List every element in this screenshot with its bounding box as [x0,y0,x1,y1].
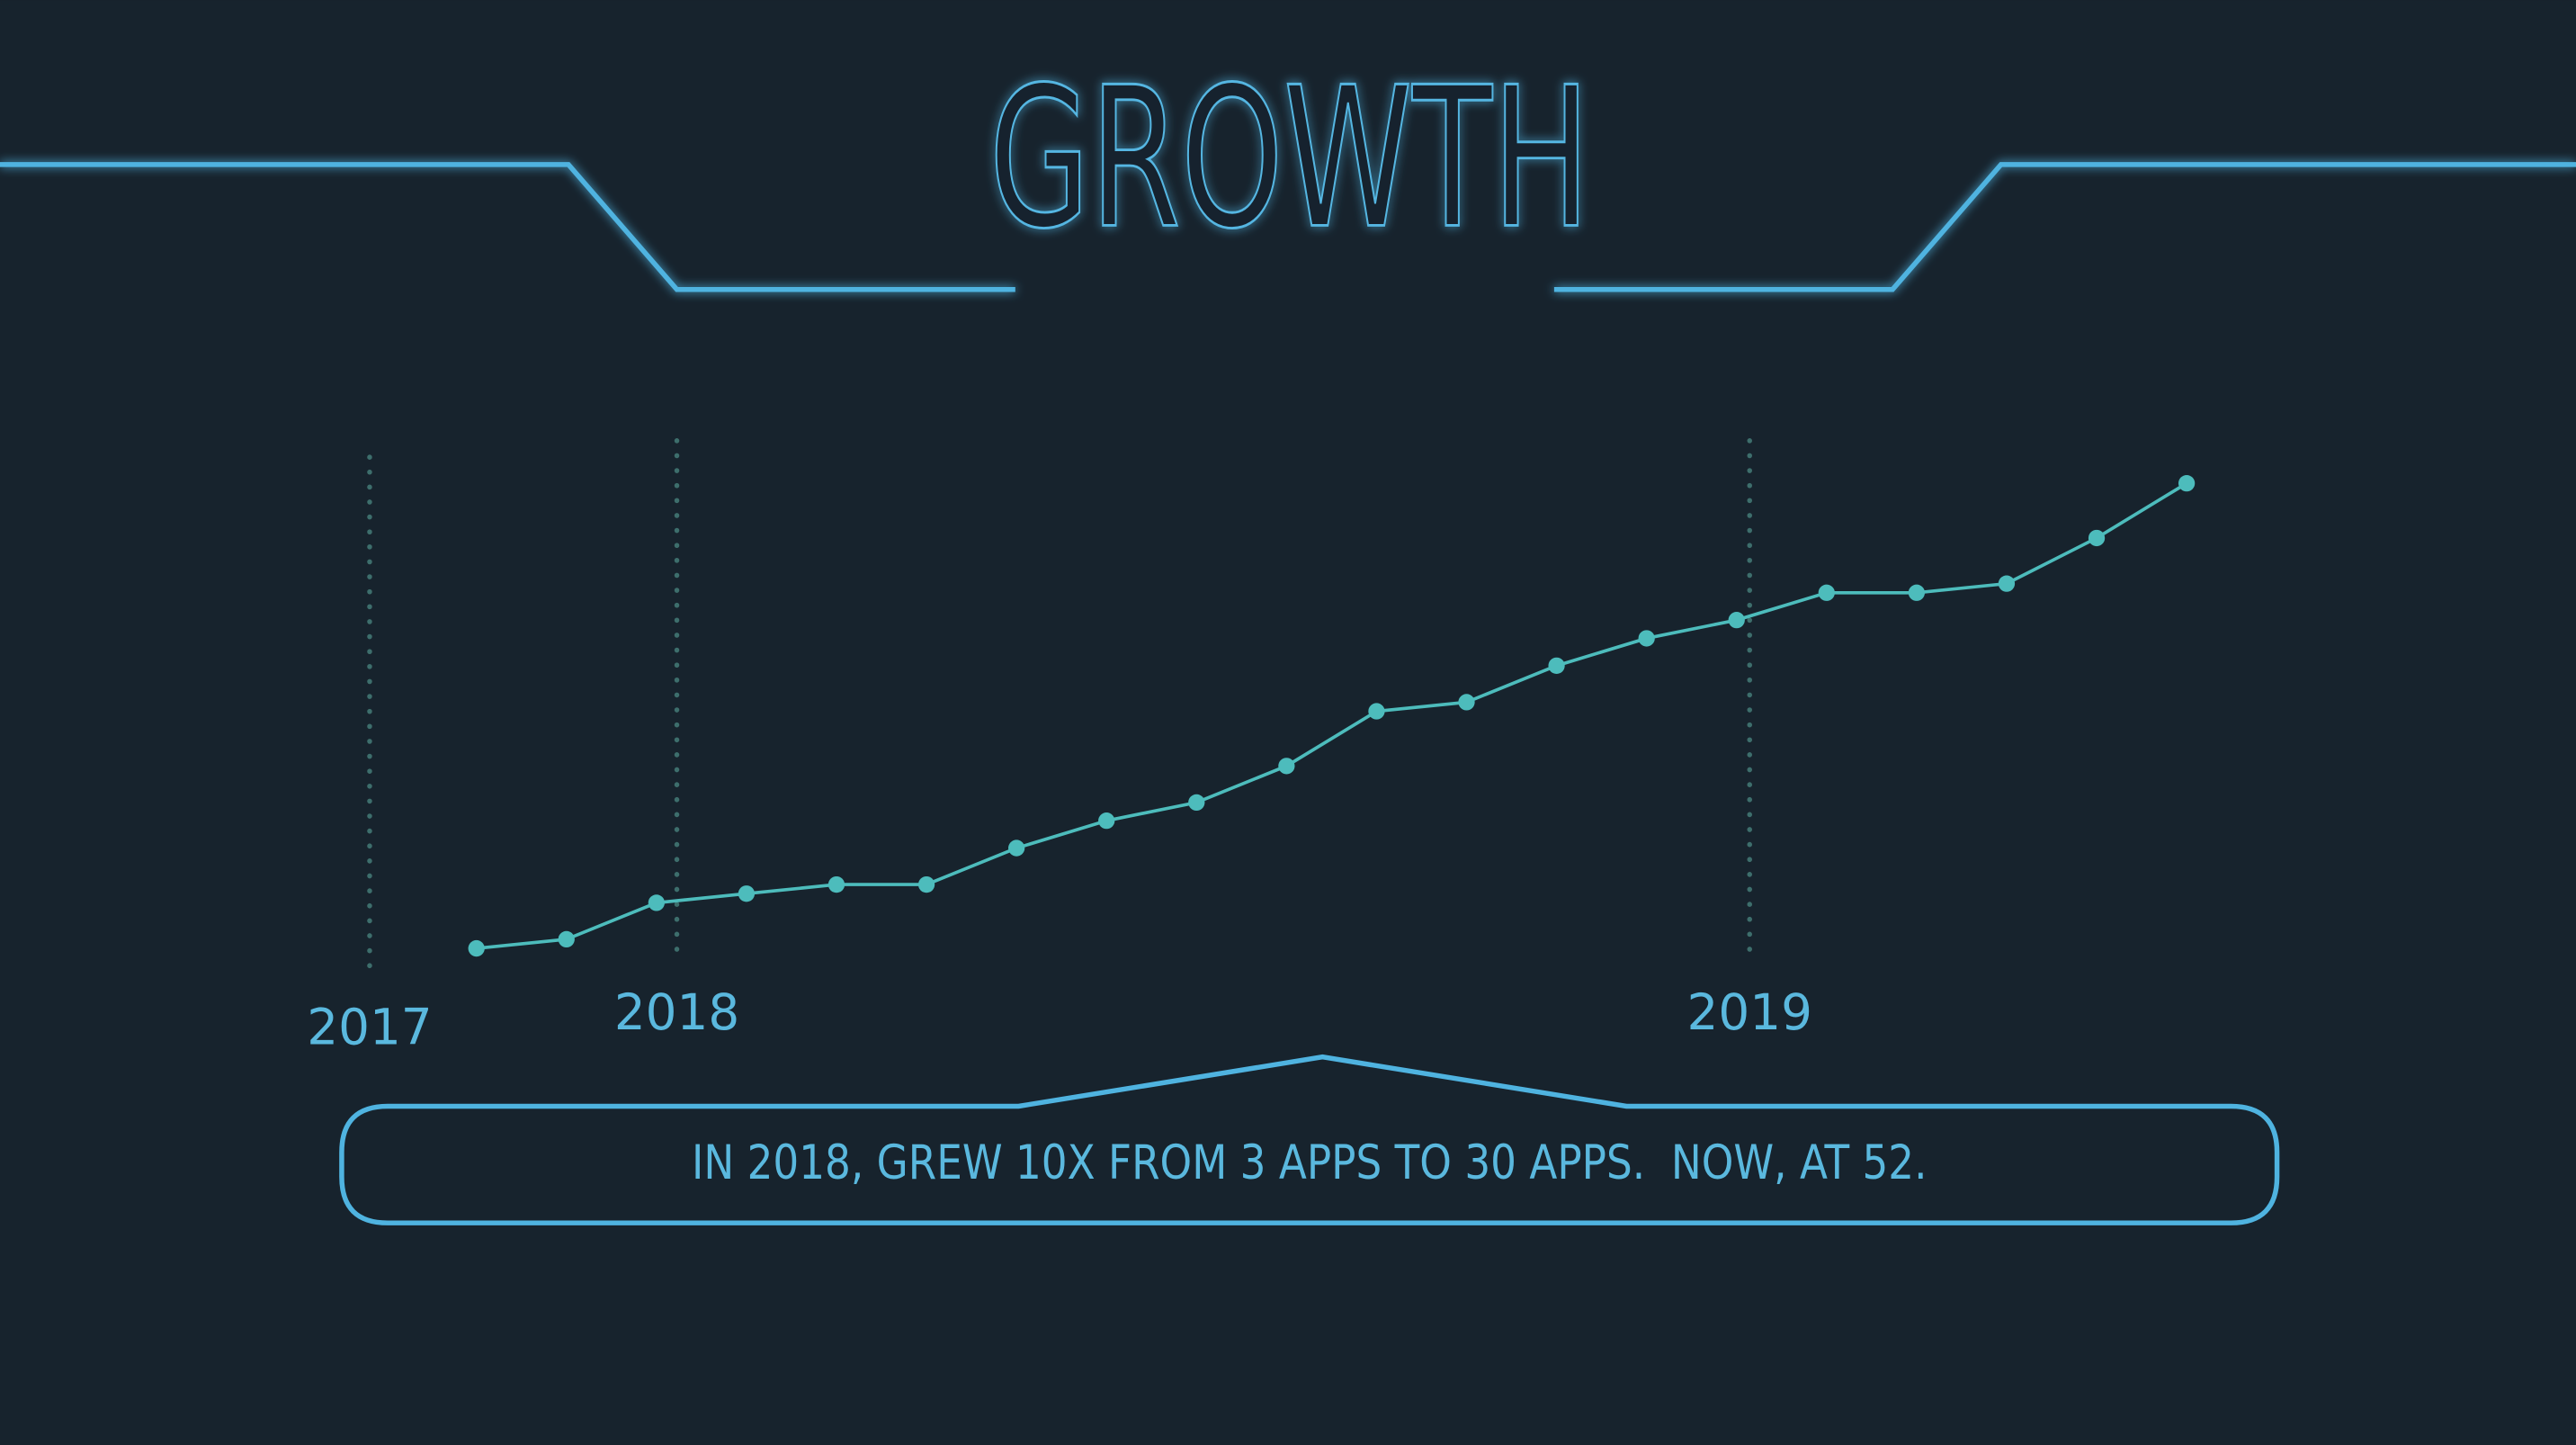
data-point [2088,529,2106,547]
header-line-left [0,162,1015,292]
year-label: 2018 [614,983,739,1041]
data-point [1368,703,1385,720]
data-point [1998,575,2016,592]
data-point [1548,657,1565,674]
data-point [1908,584,1926,601]
data-point [558,930,575,948]
year-label: 2017 [307,999,432,1056]
data-point [648,894,665,911]
data-point [827,875,845,893]
data-line [476,481,2188,950]
data-point [1098,812,1115,830]
chart-title: GROWTH [989,45,1591,271]
data-point [1638,630,1655,647]
data-point [1278,758,1295,775]
data-point [738,885,756,902]
data-point [917,875,935,893]
data-point [468,939,485,957]
caption-box [339,1054,2280,1225]
header-line-right [1553,162,2576,292]
plot: 2017 2018 2019 [307,438,2196,1056]
caption: IN 2018, GREW 10X FROM 3 APPS TO 30 APPS… [692,1135,1928,1190]
data-point [1458,694,1475,711]
data-point [1728,612,1745,629]
year-label: 2019 [1687,983,1812,1041]
data-point [2178,475,2196,492]
data-point [1188,794,1205,812]
data-point [1818,584,1835,601]
data-point [1008,839,1025,857]
